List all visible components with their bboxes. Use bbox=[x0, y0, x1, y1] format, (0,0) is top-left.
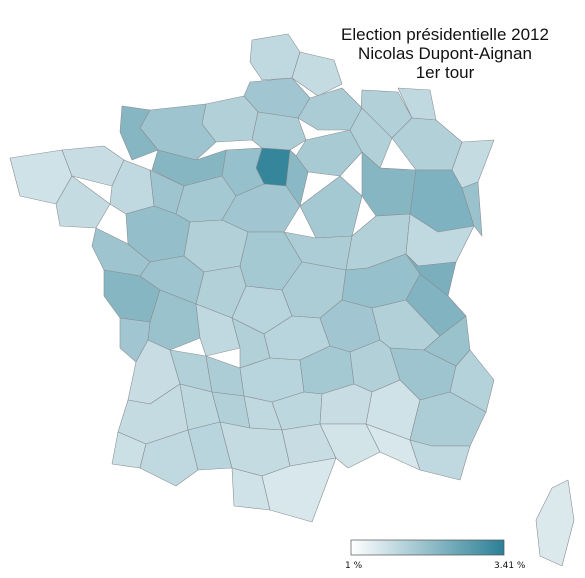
legend-max-label: 3.41 % bbox=[494, 561, 526, 571]
department-region bbox=[55, 175, 111, 229]
department-region bbox=[139, 429, 199, 487]
department-region bbox=[297, 87, 363, 131]
department-region bbox=[249, 33, 301, 81]
department-region bbox=[299, 175, 363, 239]
department-region bbox=[461, 181, 483, 237]
legend-gradient-bar bbox=[350, 539, 505, 556]
department-region bbox=[405, 253, 457, 297]
department-region bbox=[205, 355, 245, 397]
legend-min-label: 1 % bbox=[345, 561, 363, 571]
department-region bbox=[535, 479, 575, 567]
title-line-3: 1er tour bbox=[416, 63, 475, 82]
color-legend: 1 % 3.41 % bbox=[345, 539, 526, 571]
department-region bbox=[319, 423, 381, 469]
department-region bbox=[261, 457, 337, 523]
title-line-1: Election présidentielle 2012 bbox=[341, 25, 549, 44]
department-region bbox=[449, 349, 495, 413]
department-region bbox=[195, 303, 241, 357]
department-region bbox=[285, 149, 309, 207]
department-region bbox=[251, 111, 307, 151]
department-region bbox=[361, 151, 417, 217]
department-region bbox=[409, 439, 471, 481]
title-block: Election présidentielle 2012 Nicolas Dup… bbox=[341, 25, 549, 82]
title-line-2: Nicolas Dupont-Aignan bbox=[358, 44, 532, 63]
department-region bbox=[291, 51, 343, 97]
departments-layer bbox=[9, 33, 575, 567]
